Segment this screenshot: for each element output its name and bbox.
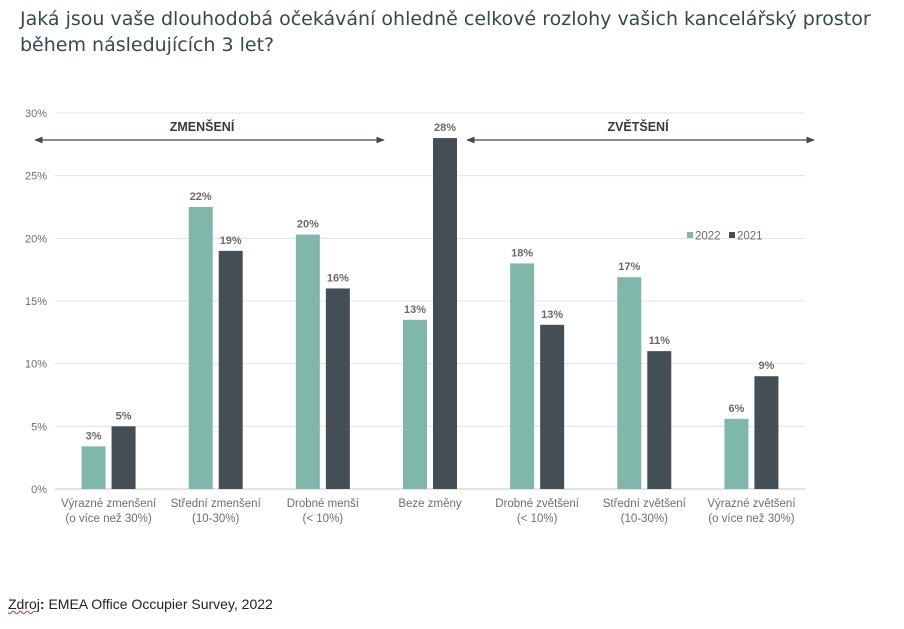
source-note: Zdroj: EMEA Office Occupier Survey, 2022 bbox=[8, 596, 273, 612]
data-label-2022: 20% bbox=[297, 219, 319, 231]
bar-2021 bbox=[433, 138, 457, 490]
source-text: EMEA Office Occupier Survey, 2022 bbox=[44, 596, 273, 612]
y-tick-label: 25% bbox=[25, 171, 47, 183]
bar-2021 bbox=[540, 324, 565, 489]
x-tick-label: (o více než 30%) bbox=[708, 513, 794, 525]
x-tick-label: (10-30%) bbox=[621, 513, 668, 525]
bar-2021 bbox=[218, 250, 243, 489]
y-tick-label: 30% bbox=[25, 108, 47, 120]
x-tick-label: Drobné zvětšení bbox=[495, 498, 580, 510]
y-tick-label: 15% bbox=[25, 296, 47, 308]
chart-title: Jaká jsou vaše dlouhodobá očekávání ohle… bbox=[20, 8, 871, 56]
data-label-2021: 19% bbox=[220, 235, 242, 247]
y-axis: 0% 5% 10% 15% 20% 25% 30% bbox=[25, 108, 47, 496]
bar-2021 bbox=[754, 376, 779, 489]
legend-swatch-2022 bbox=[687, 232, 693, 238]
data-label-2021: 13% bbox=[541, 309, 563, 321]
bar-2022 bbox=[81, 446, 106, 489]
x-tick-label: (o více než 30%) bbox=[65, 513, 151, 525]
source-label: Zdroj bbox=[8, 596, 40, 612]
bar-2022 bbox=[617, 277, 642, 489]
x-tick-label: Beze změny bbox=[398, 498, 462, 510]
legend-label-2022: 2022 bbox=[695, 231, 721, 243]
y-tick-label: 10% bbox=[25, 359, 47, 371]
x-tick-label: (< 10%) bbox=[303, 513, 344, 525]
annotation-decrease: ZMENŠENÍ bbox=[170, 119, 235, 134]
bar-2021 bbox=[325, 288, 350, 489]
data-labels: 3% 5% 22% 19% 20% 16% 13% 28% 18% 13% 17% 11% 6% 9% bbox=[86, 122, 775, 442]
legend: 2022 2021 bbox=[687, 231, 763, 243]
x-tick-label: Střední zmenšení bbox=[171, 498, 262, 510]
annotations: ZMENŠENÍ ZVĚTŠENÍ bbox=[34, 119, 815, 144]
grid-lines bbox=[55, 112, 805, 490]
x-tick-label: (10-30%) bbox=[192, 513, 239, 525]
bar-2022 bbox=[295, 234, 320, 489]
data-label-2021: 5% bbox=[116, 410, 132, 422]
bar-2021 bbox=[111, 426, 136, 489]
data-label-2022: 13% bbox=[404, 304, 426, 316]
bar-2022 bbox=[724, 418, 749, 489]
bar-2022 bbox=[188, 207, 213, 489]
data-label-2021: 28% bbox=[434, 122, 456, 134]
bar-2022 bbox=[510, 263, 535, 489]
data-label-2022: 18% bbox=[511, 247, 533, 259]
data-label-2021: 11% bbox=[649, 335, 671, 347]
data-label-2022: 6% bbox=[728, 403, 744, 415]
x-tick-label: Výrazné zvětšení bbox=[707, 498, 796, 510]
bar-2021 bbox=[647, 351, 672, 489]
bar-2022 bbox=[403, 319, 427, 489]
x-tick-label: Výrazné zmenšení bbox=[61, 498, 157, 510]
y-tick-label: 0% bbox=[31, 484, 47, 496]
bars bbox=[81, 138, 779, 490]
y-tick-label: 5% bbox=[31, 421, 47, 433]
x-tick-label: Drobné menší bbox=[287, 498, 360, 510]
source-colon: : bbox=[39, 596, 45, 612]
annotation-increase: ZVĚTŠENÍ bbox=[607, 119, 669, 134]
y-tick-label: 20% bbox=[25, 233, 47, 245]
legend-label-2021: 2021 bbox=[737, 231, 763, 243]
x-tick-label: (< 10%) bbox=[517, 513, 558, 525]
data-label-2022: 22% bbox=[190, 191, 212, 203]
x-tick-label: Střední zvětšení bbox=[603, 498, 687, 510]
data-label-2022: 17% bbox=[618, 261, 640, 273]
legend-swatch-2021 bbox=[729, 232, 735, 238]
data-label-2022: 3% bbox=[86, 430, 102, 442]
data-label-2021: 9% bbox=[758, 360, 774, 372]
x-axis: Výrazné zmenšení (o více než 30%) Střední … bbox=[61, 498, 796, 525]
data-label-2021: 16% bbox=[327, 272, 349, 284]
